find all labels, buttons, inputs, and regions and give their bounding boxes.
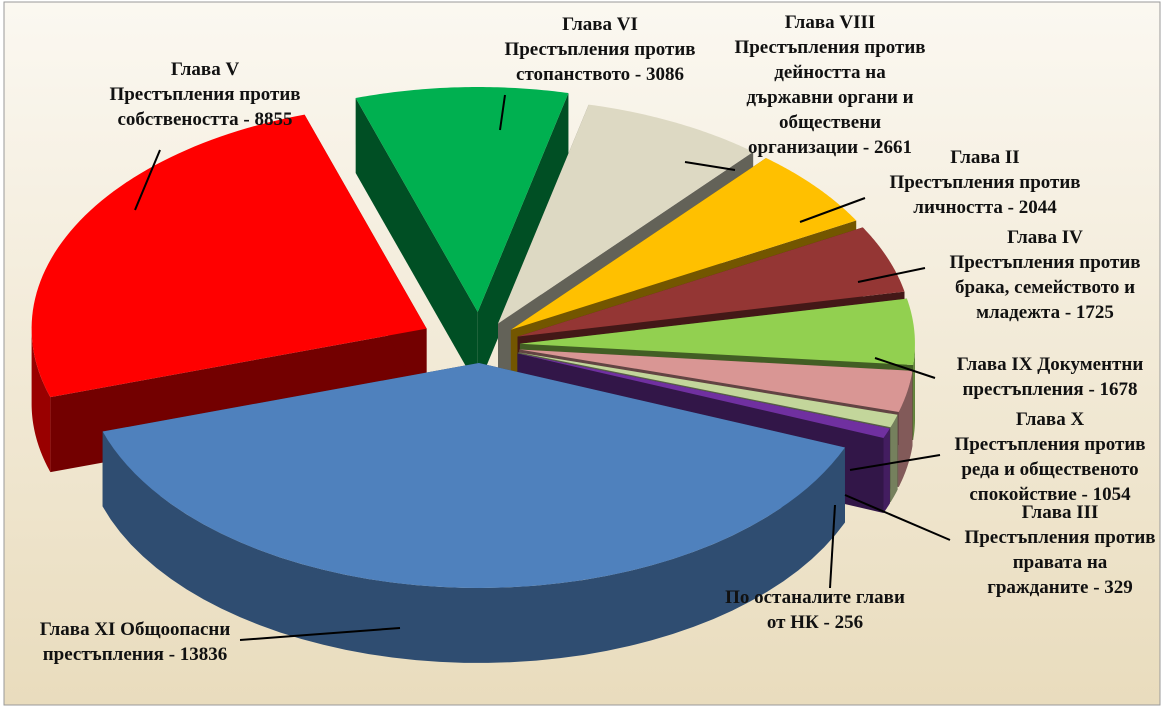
slice-side — [890, 414, 898, 503]
slice-top — [510, 158, 857, 330]
slice — [102, 362, 845, 663]
slice-side — [31, 328, 51, 473]
slice-wall — [355, 98, 478, 388]
leader-line — [134, 149, 161, 211]
pie — [31, 87, 915, 663]
slice-top — [498, 104, 754, 324]
slice-top — [519, 349, 913, 412]
data-label: Глава VI Престъпления против стопанството … — [504, 14, 695, 85]
slice-top — [519, 298, 915, 366]
leader-line — [844, 494, 951, 541]
data-label: Глава IV Престъпления против брака, семейс… — [949, 227, 1140, 323]
slice-side — [898, 370, 913, 487]
data-label: По останалите глави от НК - 256 — [725, 587, 905, 633]
slice-top — [31, 114, 427, 398]
labels: Глава VI Престъпления против стопанството … — [40, 12, 1156, 665]
data-label: Глава V Престъпления против собствеността … — [109, 59, 300, 130]
leader-line — [874, 357, 936, 379]
slice-side — [102, 431, 845, 663]
slice — [355, 87, 569, 388]
slice-side — [913, 343, 915, 441]
data-label: Глава II Престъпления против личността - 2… — [889, 147, 1080, 218]
slice-top — [517, 227, 905, 337]
leader-line — [684, 161, 736, 171]
leader-line — [799, 197, 866, 223]
slice-top — [517, 353, 890, 438]
slice-wall — [477, 93, 569, 388]
slice-top — [518, 352, 898, 428]
leader-line — [239, 627, 401, 641]
leader-line — [849, 454, 941, 471]
slice-top — [355, 87, 569, 313]
leader-line — [829, 504, 836, 589]
leader-line — [499, 94, 506, 131]
leader-line — [857, 267, 926, 283]
data-label: Глава VIII Престъпления против дейността н… — [734, 12, 925, 158]
data-label: Глава X Престъпления против реда и обществ… — [954, 409, 1145, 505]
data-label: Глава XI Общоопасни престъпления - 13836 — [40, 619, 231, 665]
slice-top — [102, 362, 845, 588]
slice-side — [883, 428, 890, 513]
data-label: Глава IX Документни престъпления - 1678 — [957, 354, 1144, 400]
data-label: Глава III Престъпления против правата на гр… — [964, 502, 1155, 598]
